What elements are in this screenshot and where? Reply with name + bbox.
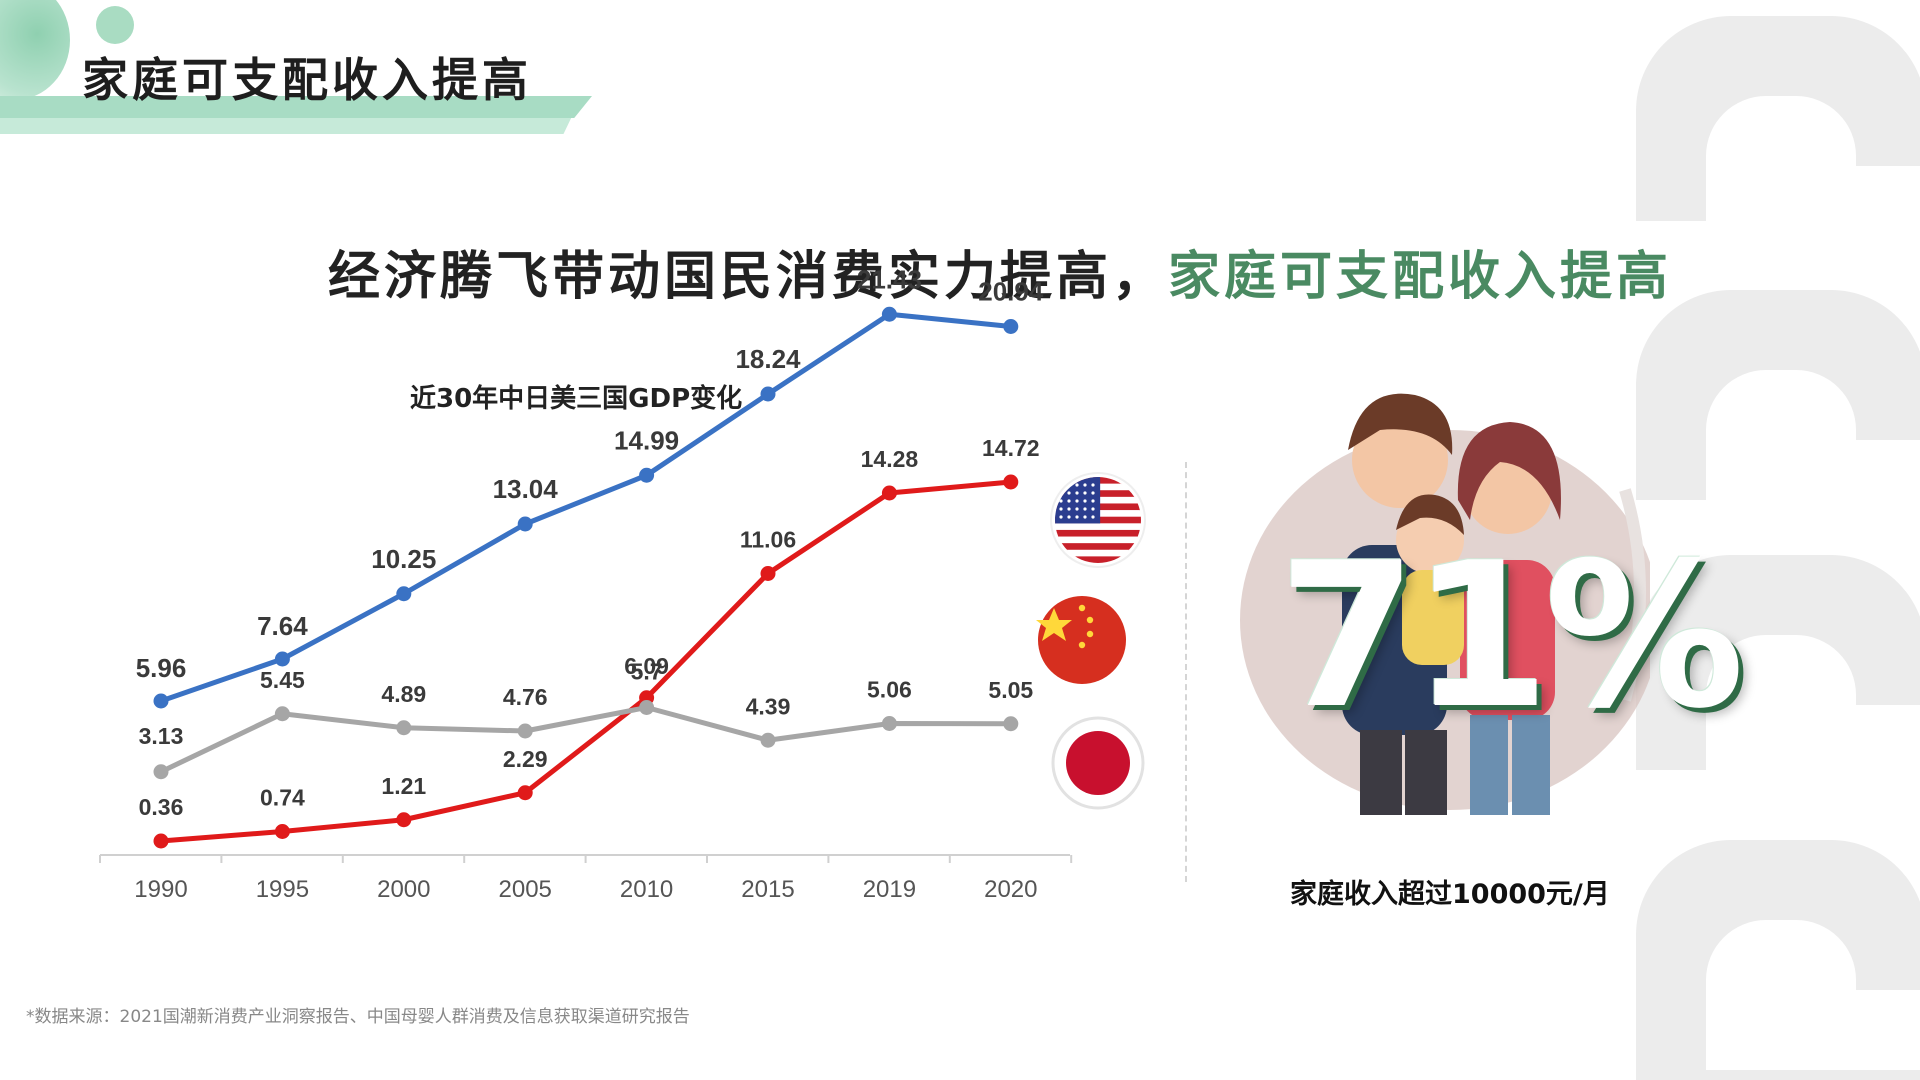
background-shape (1636, 16, 1920, 246)
data-label-china: 14.28 (861, 446, 919, 472)
data-label-china: 6.09 (624, 653, 669, 679)
usa-flag-icon (1055, 477, 1141, 563)
source-note: *数据来源：2021国潮新消费产业洞察报告、中国母婴人群消费及信息获取渠道研究报… (26, 1007, 690, 1027)
x-tick-label: 2020 (984, 876, 1037, 903)
data-label-japan: 4.76 (503, 684, 548, 710)
data-point-china (153, 833, 169, 849)
data-point-japan (517, 723, 533, 739)
data-label-japan: 4.89 (381, 681, 426, 707)
headline: 经济腾飞带动国民消费实力提高，家庭可支配收入提高 (328, 234, 1672, 309)
data-label-china: 0.74 (260, 785, 305, 811)
series-line-japan (159, 705, 1011, 775)
data-label-usa: 13.04 (493, 474, 559, 504)
data-label-china: 0.36 (139, 794, 184, 820)
data-label-china: 14.72 (982, 435, 1040, 461)
data-point-usa (153, 693, 169, 709)
data-point-japan (274, 706, 290, 722)
header-dot (96, 6, 134, 44)
data-label-usa: 7.64 (257, 611, 308, 641)
data-point-china (274, 824, 290, 839)
divider (1185, 462, 1187, 882)
data-point-japan (1003, 716, 1019, 732)
family-illustration (1240, 393, 1650, 815)
data-point-usa (274, 651, 290, 667)
data-point-china (881, 485, 897, 501)
data-point-usa (1003, 319, 1019, 334)
data-label-china: 1.21 (381, 773, 426, 799)
data-label-japan: 5.05 (988, 677, 1033, 703)
x-tick-label: 2015 (741, 876, 794, 903)
data-label-usa: 20.94 (978, 277, 1044, 307)
data-point-usa (517, 516, 533, 532)
x-tick-label: 2000 (377, 876, 430, 903)
data-point-usa (760, 386, 776, 402)
x-tick-label: 1990 (134, 876, 187, 903)
data-label-japan: 5.7 (631, 659, 663, 685)
x-tick-label: 2019 (863, 876, 916, 903)
data-point-japan (639, 700, 655, 715)
data-point-china (396, 812, 412, 828)
data-label-japan: 5.06 (867, 677, 912, 703)
data-point-china (1003, 474, 1019, 490)
china-flag-star (1086, 616, 1094, 624)
data-label-japan: 5.45 (260, 667, 305, 693)
page-title: 家庭可支配收入提高 (82, 53, 532, 107)
data-label-usa: 14.99 (614, 425, 679, 455)
headline-main: 经济腾飞带动国民消费实力提高， (328, 247, 1169, 307)
data-label-usa: 18.24 (735, 344, 801, 374)
data-label-usa: 10.25 (371, 544, 436, 574)
stat-caption: 家庭收入超过10000元/月 (1290, 879, 1610, 910)
x-tick-label: 2005 (499, 876, 552, 903)
data-point-china (760, 566, 776, 581)
data-label-usa: 21.43 (857, 264, 922, 294)
header-underline (0, 96, 592, 118)
background-shape (1636, 840, 1920, 1080)
data-point-usa (396, 586, 412, 602)
data-label-japan: 4.39 (746, 693, 791, 719)
china-flag-star (1086, 630, 1094, 638)
background-shape (1636, 555, 1920, 785)
japan-flag-sun (1066, 731, 1130, 795)
china-flag-star (1078, 641, 1086, 649)
data-label-usa: 5.96 (136, 653, 187, 683)
data-point-japan (760, 732, 776, 748)
data-point-china (517, 785, 533, 801)
chart-title: 近30年中日美三国GDP变化 (410, 384, 743, 414)
series-line-usa (160, 311, 1012, 704)
data-label-china: 2.29 (503, 746, 548, 772)
x-tick-label: 1995 (256, 876, 309, 903)
stat-percentage: 71% (1278, 520, 1745, 753)
data-point-japan (396, 720, 412, 736)
background-shape (1636, 290, 1920, 520)
data-point-japan (153, 764, 169, 780)
data-point-japan (881, 716, 897, 731)
data-point-usa (639, 467, 655, 483)
china-flag-star (1036, 608, 1072, 641)
china-flag-icon (1038, 596, 1126, 684)
china-flag-star (1078, 604, 1086, 612)
gdp-line-chart: 1990 1995 2000 2005 2010 2015 2019 2020 5.96 7.64… (99, 264, 1146, 903)
x-tick-label: 2010 (620, 876, 673, 903)
headline-accent: 家庭可支配收入提高 (1168, 247, 1673, 307)
series-line-china (160, 479, 1012, 844)
data-point-usa (881, 306, 897, 322)
data-label-japan: 3.13 (139, 723, 184, 749)
data-label-china: 11.06 (740, 527, 796, 553)
